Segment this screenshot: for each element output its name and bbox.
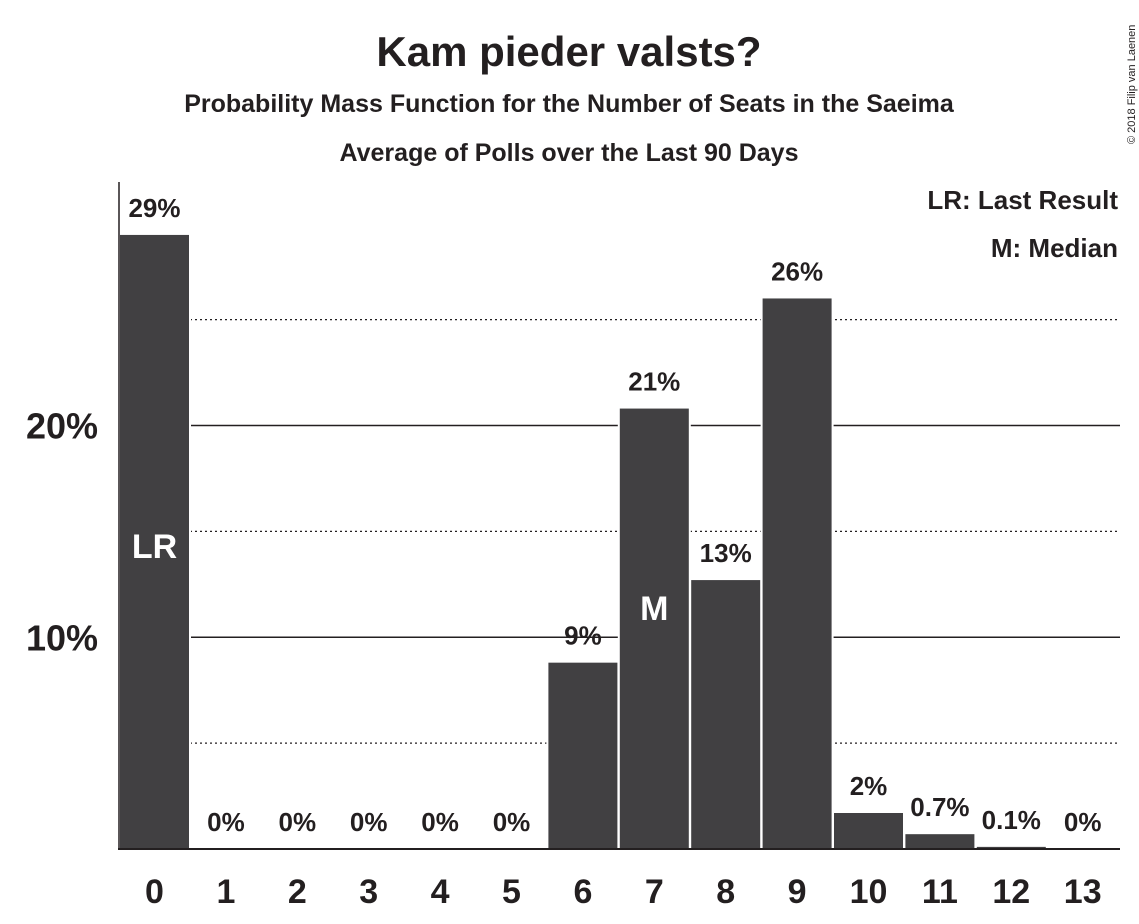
chart-subtitle: Probability Mass Function for the Number… (184, 90, 955, 118)
x-tick-label: 9 (788, 873, 807, 911)
bar (548, 662, 618, 849)
x-axis-ticks: 0 1 2 3 4 5 6 7 8 9 10 11 12 13 (145, 873, 1102, 911)
x-tick-label: 8 (716, 873, 735, 911)
data-label: 21% (628, 367, 680, 397)
x-tick-label: 2 (288, 873, 307, 911)
chart-title: Kam pieder valsts? (376, 28, 761, 75)
x-tick-label: 11 (922, 873, 958, 911)
x-tick-label: 0 (145, 873, 164, 911)
data-label: 0% (207, 807, 245, 837)
bar (976, 846, 1046, 849)
legend-median: M: Median (991, 233, 1118, 263)
data-label: 2% (850, 771, 888, 801)
x-tick-label: 5 (502, 873, 521, 911)
in-bar-marker: M (640, 590, 668, 628)
data-label: 26% (771, 256, 823, 286)
bar (762, 298, 832, 849)
bar (834, 813, 903, 849)
data-label: 0.7% (910, 792, 969, 822)
y-axis-ticks: 10% 20% (26, 406, 98, 659)
bar (905, 834, 975, 849)
bars (118, 234, 1048, 849)
data-label: 29% (128, 193, 180, 223)
data-labels: 29% 0% 0% 0% 0% 0% 9% 21% 13% 26% 2% 0.7% 0.1% 0% LR M (128, 193, 1101, 837)
bar (120, 234, 189, 849)
data-label: 13% (700, 538, 752, 568)
x-tick-label: 6 (573, 873, 592, 911)
chart-subtitle-2: Average of Polls over the Last 90 Days (340, 139, 799, 167)
legend-last-result: LR: Last Result (927, 185, 1118, 215)
in-bar-marker: LR (132, 528, 177, 566)
y-tick-label: 10% (26, 617, 98, 658)
copyright-text: © 2018 Filip van Laenen (1126, 25, 1138, 144)
data-label: 0% (350, 807, 388, 837)
x-tick-label: 3 (359, 873, 378, 911)
x-tick-label: 13 (1064, 873, 1102, 911)
x-tick-label: 1 (216, 873, 235, 911)
y-tick-label: 20% (26, 406, 98, 447)
x-tick-label: 4 (431, 873, 450, 911)
data-label: 9% (564, 621, 602, 651)
bar (691, 580, 761, 849)
x-tick-label: 7 (645, 873, 664, 911)
x-tick-label: 12 (992, 873, 1030, 911)
bar (619, 408, 689, 849)
data-label: 0% (1064, 807, 1102, 837)
data-label: 0% (279, 807, 317, 837)
data-label: 0% (421, 807, 459, 837)
x-tick-label: 10 (850, 873, 888, 911)
data-label: 0% (493, 807, 531, 837)
data-label: 0.1% (982, 805, 1041, 835)
